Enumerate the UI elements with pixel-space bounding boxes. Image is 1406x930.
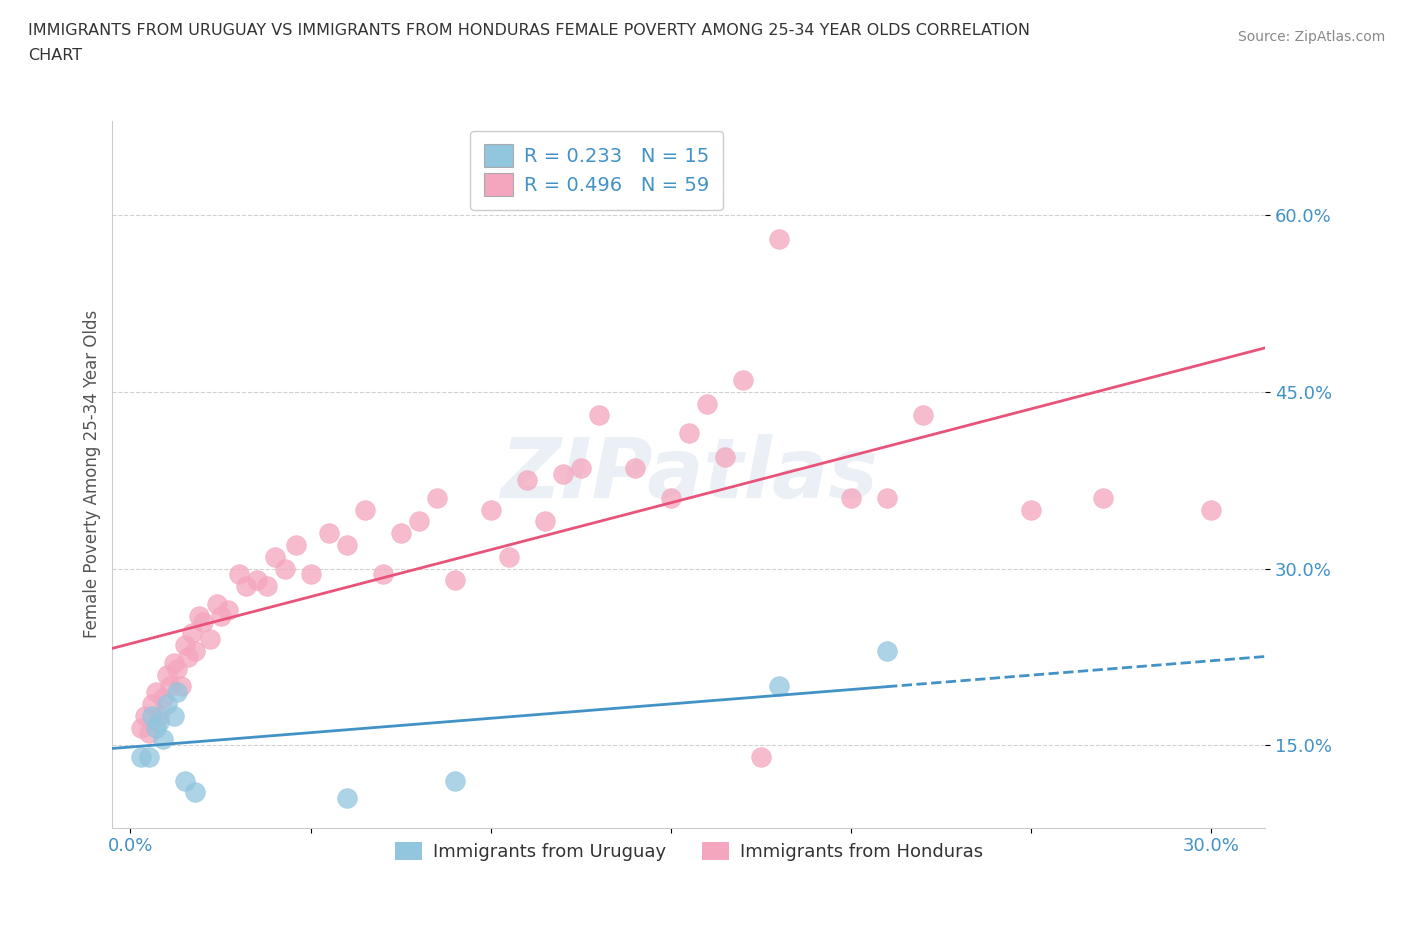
Point: [551, 467, 574, 482]
Point: [876, 490, 898, 505]
Point: [166, 661, 188, 676]
Point: [371, 567, 394, 582]
Point: [534, 514, 557, 529]
Point: [159, 679, 181, 694]
Point: [145, 684, 167, 699]
Point: [246, 573, 269, 588]
Point: [285, 538, 308, 552]
Point: [141, 697, 163, 711]
Point: [148, 709, 170, 724]
Point: [839, 490, 862, 505]
Point: [163, 709, 186, 724]
Point: [336, 790, 359, 805]
Point: [163, 656, 186, 671]
Point: [166, 684, 188, 699]
Point: [217, 603, 239, 618]
Point: [191, 614, 214, 629]
Point: [155, 697, 177, 711]
Point: [443, 573, 465, 588]
Point: [408, 514, 430, 529]
Point: [299, 567, 322, 582]
Point: [184, 785, 207, 800]
Text: ZIPatlas: ZIPatlas: [501, 433, 877, 515]
Point: [170, 679, 193, 694]
Point: [152, 691, 174, 706]
Point: [912, 408, 935, 423]
Point: [148, 714, 170, 729]
Text: IMMIGRANTS FROM URUGUAY VS IMMIGRANTS FROM HONDURAS FEMALE POVERTY AMONG 25-34 Y: IMMIGRANTS FROM URUGUAY VS IMMIGRANTS FR…: [28, 23, 1031, 38]
Point: [1092, 490, 1115, 505]
Point: [173, 638, 195, 653]
Point: [659, 490, 682, 505]
Point: [235, 578, 257, 593]
Point: [1201, 502, 1223, 517]
Point: [180, 626, 202, 641]
Point: [353, 502, 375, 517]
Text: Source: ZipAtlas.com: Source: ZipAtlas.com: [1237, 30, 1385, 44]
Point: [714, 449, 737, 464]
Point: [187, 608, 211, 623]
Point: [228, 567, 250, 582]
Point: [152, 732, 174, 747]
Point: [129, 720, 153, 735]
Point: [588, 408, 610, 423]
Point: [569, 461, 592, 476]
Point: [138, 750, 160, 764]
Point: [318, 525, 340, 540]
Point: [768, 232, 790, 246]
Point: [274, 561, 297, 576]
Text: CHART: CHART: [28, 48, 82, 63]
Point: [155, 667, 177, 682]
Point: [263, 550, 285, 565]
Point: [731, 373, 754, 388]
Point: [145, 720, 167, 735]
Point: [336, 538, 359, 552]
Point: [205, 596, 228, 611]
Point: [696, 396, 718, 411]
Point: [876, 644, 898, 658]
Legend: Immigrants from Uruguay, Immigrants from Honduras: Immigrants from Uruguay, Immigrants from…: [388, 834, 990, 868]
Point: [426, 490, 449, 505]
Point: [749, 750, 772, 764]
Point: [173, 773, 195, 788]
Point: [479, 502, 502, 517]
Point: [389, 525, 412, 540]
Point: [129, 750, 153, 764]
Point: [516, 472, 538, 487]
Point: [1019, 502, 1042, 517]
Point: [624, 461, 647, 476]
Point: [443, 773, 465, 788]
Point: [184, 644, 207, 658]
Point: [498, 550, 520, 565]
Point: [198, 631, 221, 646]
Y-axis label: Female Poverty Among 25-34 Year Olds: Female Poverty Among 25-34 Year Olds: [83, 311, 101, 638]
Point: [138, 726, 160, 741]
Point: [678, 426, 700, 441]
Point: [209, 608, 232, 623]
Point: [768, 679, 790, 694]
Point: [141, 709, 163, 724]
Point: [134, 709, 156, 724]
Point: [177, 649, 200, 664]
Point: [256, 578, 278, 593]
